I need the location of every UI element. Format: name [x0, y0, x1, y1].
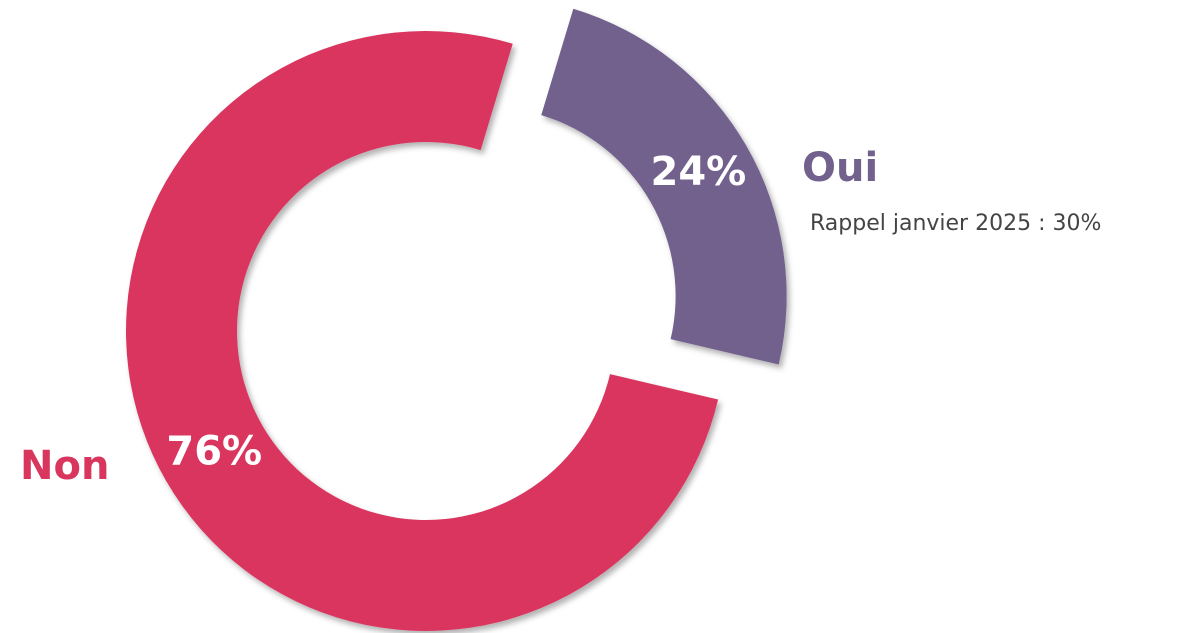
slice	[126, 30, 719, 631]
slice	[541, 8, 787, 365]
value-label: 24%	[650, 149, 746, 195]
category-label: Oui	[802, 145, 878, 191]
value-label: 76%	[166, 428, 262, 474]
category-label: Non	[20, 443, 109, 489]
annotation: Rappel janvier 2025 : 30%	[810, 211, 1101, 236]
donut	[126, 8, 787, 631]
